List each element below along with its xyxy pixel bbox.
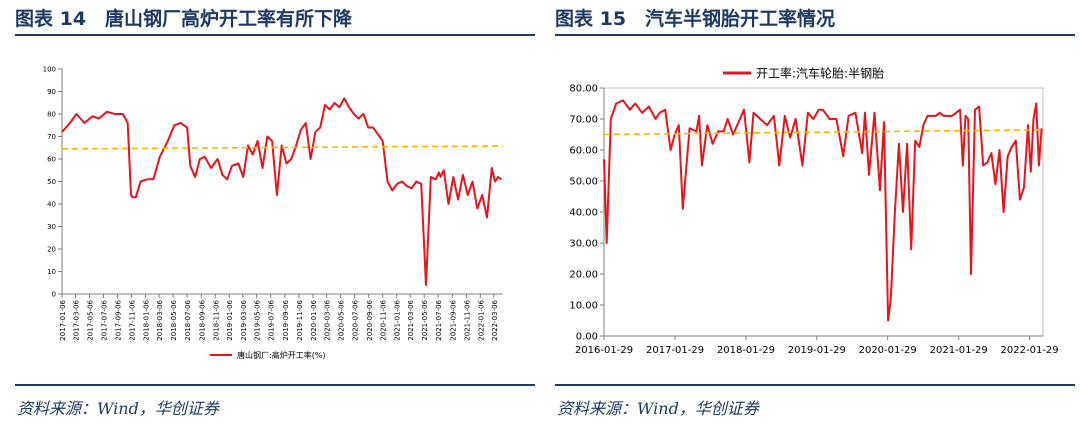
- x-tick-label: 2018-09-06: [198, 299, 206, 340]
- x-tick-label: 2020-07-06: [352, 299, 360, 340]
- y-tick-label: 80.00: [569, 84, 598, 95]
- y-tick-label: 40: [47, 200, 56, 208]
- y-tick-label: 30: [47, 223, 56, 231]
- series-line: [61, 97, 502, 286]
- y-tick-label: 10: [47, 268, 56, 276]
- y-tick-label: 60.00: [569, 146, 598, 157]
- x-tick-label: 2020-01-06: [310, 299, 318, 340]
- right-panel: 图表 15 汽车半钢胎开工率情况 0.00 10.00 20.00 30.00 40.0…: [555, 0, 1075, 429]
- y-tick-label: 20.00: [569, 270, 598, 281]
- x-tick-label: 2021-03-06: [407, 299, 415, 340]
- x-tick-label: 2018-05-06: [170, 299, 178, 340]
- x-tick-label: 2018-07-06: [184, 299, 192, 340]
- x-tick-label: 2019-05-06: [254, 299, 262, 340]
- left-panel: 图表 14 唐山钢厂高炉开工率有所下降 0 10 20 30 40 50 60 70 80 90 1…: [15, 0, 535, 429]
- x-tick-label: 2019-01-06: [226, 299, 234, 340]
- x-tick-label: 2019-11-06: [296, 299, 304, 340]
- x-tick-label: 2021-09-06: [449, 299, 457, 340]
- x-tick-label: 2021-11-06: [463, 299, 471, 340]
- series-line: [603, 99, 1043, 322]
- y-tick-label: 100: [43, 65, 56, 73]
- x-tick-label: 2018-11-06: [212, 299, 220, 340]
- x-tick-label: 2018-01-29: [717, 345, 775, 356]
- x-tick-label: 2021-01-06: [394, 299, 402, 340]
- x-tick-label: 2017-01-06: [59, 299, 67, 340]
- y-tick-label: 0.00: [576, 332, 598, 343]
- left-source-note: 资料来源：Wind，华创证券: [17, 399, 219, 418]
- plot-area: [603, 87, 1044, 337]
- right-source-note: 资料来源：Wind，华创证券: [557, 399, 759, 418]
- x-tick-label: 2017-09-06: [115, 299, 123, 340]
- y-tick-label: 0: [52, 290, 56, 298]
- x-tick-label: 2021-01-29: [930, 345, 988, 356]
- legend-label: 开工率:汽车轮胎:半钢胎: [756, 65, 884, 80]
- x-tick-label: 2017-03-06: [73, 299, 81, 340]
- trend-line: [61, 145, 504, 150]
- right-chart: 0.00 10.00 20.00 30.00 40.00 50.00 60.00 70.00 8…: [569, 65, 1059, 356]
- y-tick-label: 60: [47, 155, 56, 163]
- y-tick-label: 70: [47, 133, 56, 141]
- x-tick-label: 2022-01-29: [1001, 345, 1059, 356]
- x-tick-label: 2017-01-29: [646, 345, 704, 356]
- right-source-rule: [555, 384, 1075, 386]
- y-tick-label: 50.00: [569, 177, 598, 188]
- x-tick-label: 2018-01-06: [143, 299, 151, 340]
- x-tick-label: 2020-01-29: [859, 345, 917, 356]
- x-tick-label: 2020-03-06: [324, 299, 332, 340]
- y-tick-label: 50: [47, 178, 56, 186]
- x-tick-label: 2020-09-06: [366, 299, 374, 340]
- x-tick-label: 2019-09-06: [282, 299, 290, 340]
- left-figure-title: 图表 14 唐山钢厂高炉开工率有所下降: [15, 8, 353, 30]
- right-title-rule: [555, 34, 1075, 36]
- x-tick-label: 2021-07-06: [435, 299, 443, 340]
- x-tick-label: 2022-01-06: [477, 299, 485, 340]
- x-tick-label: 2021-05-06: [421, 299, 429, 340]
- x-tick-label: 2019-07-06: [268, 299, 276, 340]
- y-tick-label: 20: [47, 245, 56, 253]
- x-tick-label: 2017-05-06: [86, 299, 94, 340]
- y-tick-label: 70.00: [569, 115, 598, 126]
- left-source-rule: [15, 384, 535, 386]
- right-figure-title: 图表 15 汽车半钢胎开工率情况: [555, 8, 836, 30]
- y-tick-label: 30.00: [569, 239, 598, 250]
- x-tick-label: 2018-03-06: [156, 299, 164, 340]
- y-tick-label: 90: [47, 88, 56, 96]
- x-tick-label: 2019-01-29: [788, 345, 846, 356]
- y-tick-label: 10.00: [569, 301, 598, 312]
- trend-line: [603, 129, 1044, 136]
- y-tick-label: 40.00: [569, 208, 598, 219]
- x-tick-label: 2019-03-06: [240, 299, 248, 340]
- x-tick-label: 2017-07-06: [100, 299, 108, 340]
- legend-label: 唐山钢厂:高炉开工率(%): [237, 350, 326, 360]
- x-tick-label: 2020-11-06: [380, 299, 388, 340]
- y-tick-label: 80: [47, 110, 56, 118]
- left-chart: 0 10 20 30 40 50 60 70 80 90 100 2017-01-06 2017-03-…: [43, 65, 504, 360]
- x-tick-label: 2020-05-06: [338, 299, 346, 340]
- left-title-rule: [15, 34, 535, 36]
- x-tick-label: 2017-11-06: [129, 299, 137, 340]
- x-tick-label: 2022-03-06: [491, 299, 499, 340]
- x-tick-label: 2016-01-29: [575, 345, 633, 356]
